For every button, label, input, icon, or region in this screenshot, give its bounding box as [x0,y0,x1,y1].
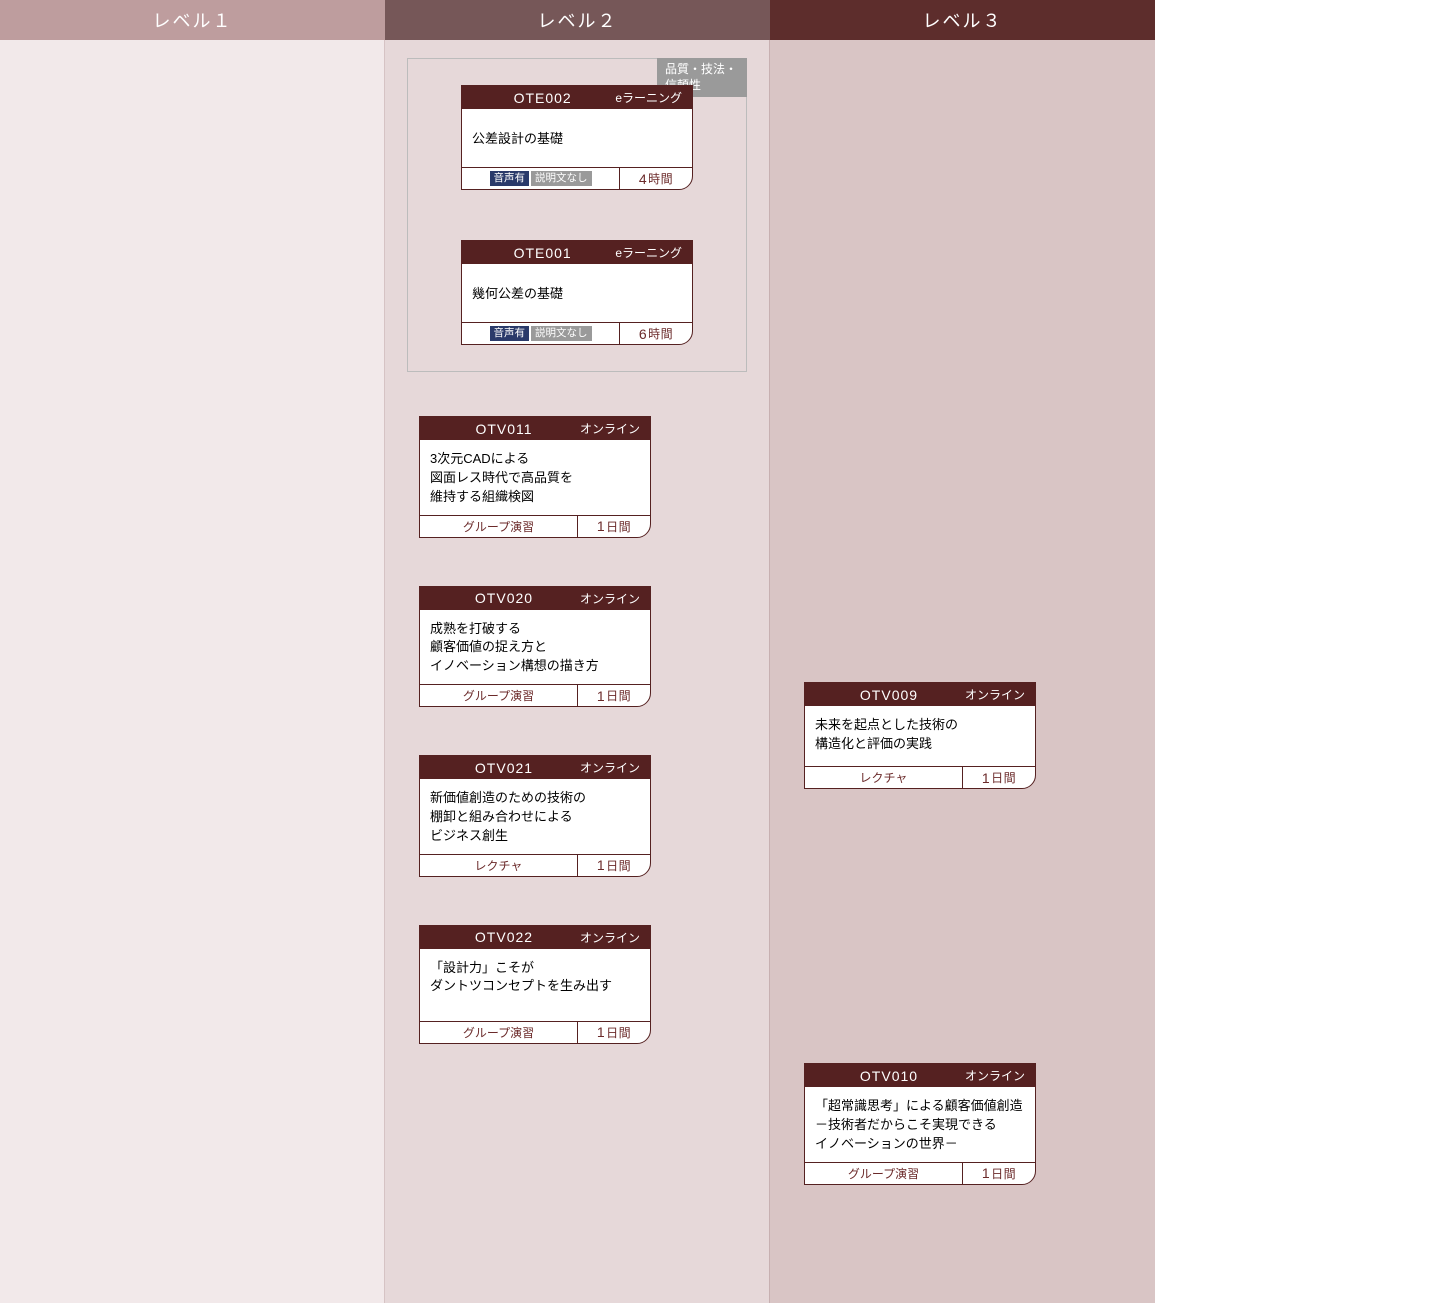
card-code: OTV020 [430,590,578,606]
card-footer: 音声有 説明文なし 6時間 [462,322,692,344]
card-type-badge: オンライン [963,686,1027,703]
card-title: 幾何公差の基礎 [462,264,692,322]
course-card-otv021[interactable]: OTV021 オンライン 新価値創造のための技術の棚卸と組み合わせによるビジネス… [419,755,651,877]
card-duration: 1日間 [578,685,650,706]
column-header-level-3: レベル３ [770,0,1155,40]
audio-badge: 音声有 [490,171,530,187]
card-title: 公差設計の基礎 [462,109,692,167]
course-card-otv020[interactable]: OTV020 オンライン 成熟を打破する顧客価値の捉え方とイノベーション構想の描… [419,586,651,708]
card-duration: 1日間 [578,1022,650,1043]
card-title: 成熟を打破する顧客価値の捉え方とイノベーション構想の描き方 [420,610,650,685]
column-body-level-1 [0,40,385,1303]
card-code: OTV021 [430,760,578,776]
category-box-quality: 品質・技法・信頼性 OTE002 eラーニング 公差設計の基礎 音声有 説明文な… [407,58,747,372]
card-title: 「設計力」こそがダントツコンセプトを生み出す [420,949,650,1021]
course-card-ote001[interactable]: OTE001 eラーニング 幾何公差の基礎 音声有 説明文なし 6時間 [461,240,693,345]
spacer [792,58,1133,682]
card-code: OTV011 [430,421,578,437]
card-type-badge: オンライン [578,929,642,946]
card-type-badge: オンライン [578,420,642,437]
card-code: OTV010 [815,1068,963,1084]
card-header: OTV011 オンライン [420,417,650,440]
card-title: 新価値創造のための技術の棚卸と組み合わせによるビジネス創生 [420,779,650,854]
card-header: OTV009 オンライン [805,683,1035,706]
audio-badge: 音声有 [490,326,530,342]
card-type-badge: オンライン [963,1067,1027,1084]
spacer [792,837,1133,1063]
course-card-otv022[interactable]: OTV022 オンライン 「設計力」こそがダントツコンセプトを生み出す グループ… [419,925,651,1044]
desc-badge: 説明文なし [531,171,592,187]
card-footer: レクチャ 1日間 [805,766,1035,788]
desc-badge: 説明文なし [531,326,592,342]
card-duration: 4時間 [620,168,692,189]
card-header: OTV021 オンライン [420,756,650,779]
course-card-ote002[interactable]: OTE002 eラーニング 公差設計の基礎 音声有 説明文なし 4時間 [461,85,693,190]
card-header: OTE002 eラーニング [462,86,692,109]
course-card-otv010[interactable]: OTV010 オンライン 「超常識思考」による顧客価値創造－技術者だからこそ実現… [804,1063,1036,1185]
card-duration: 1日間 [578,516,650,537]
column-level-3: レベル３ OTV009 オンライン 未来を起点とした技術の構造化と評価の実践 レ… [770,0,1155,1303]
column-header-level-1: レベル１ [0,0,385,40]
card-type-badge: オンライン [578,590,642,607]
card-style: グループ演習 [420,1022,578,1043]
card-footer: 音声有 説明文なし 4時間 [462,167,692,189]
card-code: OTV022 [430,929,578,945]
card-style: レクチャ [805,767,963,788]
card-header: OTE001 eラーニング [462,241,692,264]
card-duration: 1日間 [963,767,1035,788]
column-level-2: レベル２ 品質・技法・信頼性 OTE002 eラーニング 公差設計の基礎 音声有… [385,0,770,1303]
card-header: OTV022 オンライン [420,926,650,949]
card-title: 未来を起点とした技術の構造化と評価の実践 [805,706,1035,766]
card-header: OTV020 オンライン [420,587,650,610]
course-card-otv009[interactable]: OTV009 オンライン 未来を起点とした技術の構造化と評価の実践 レクチャ 1… [804,682,1036,789]
card-title: 3次元CADによる図面レス時代で高品質を維持する組織検図 [420,440,650,515]
card-footer: グループ演習 1日間 [420,684,650,706]
card-footer: グループ演習 1日間 [420,515,650,537]
card-duration: 1日間 [578,855,650,876]
card-code: OTV009 [815,687,963,703]
card-style: レクチャ [420,855,578,876]
card-footer-badges: 音声有 説明文なし [462,323,620,344]
card-footer-badges: 音声有 説明文なし [462,168,620,189]
level-columns: レベル１ レベル２ 品質・技法・信頼性 OTE002 eラーニング 公差設計の基… [0,0,1155,1303]
card-type-badge: eラーニング [613,89,684,106]
card-style: グループ演習 [420,685,578,706]
card-code: OTE002 [472,90,613,106]
card-duration: 1日間 [963,1163,1035,1184]
card-style: グループ演習 [805,1163,963,1184]
card-type-badge: eラーニング [613,244,684,261]
card-code: OTE001 [472,245,613,261]
column-level-1: レベル１ [0,0,385,1303]
card-type-badge: オンライン [578,759,642,776]
card-title: 「超常識思考」による顧客価値創造－技術者だからこそ実現できるイノベーションの世界… [805,1087,1035,1162]
column-body-level-3: OTV009 オンライン 未来を起点とした技術の構造化と評価の実践 レクチャ 1… [770,40,1155,1303]
course-card-otv011[interactable]: OTV011 オンライン 3次元CADによる図面レス時代で高品質を維持する組織検… [419,416,651,538]
card-footer: グループ演習 1日間 [805,1162,1035,1184]
column-header-level-2: レベル２ [385,0,770,40]
card-header: OTV010 オンライン [805,1064,1035,1087]
card-style: グループ演習 [420,516,578,537]
card-duration: 6時間 [620,323,692,344]
column-body-level-2: 品質・技法・信頼性 OTE002 eラーニング 公差設計の基礎 音声有 説明文な… [385,40,770,1303]
card-footer: グループ演習 1日間 [420,1021,650,1043]
card-footer: レクチャ 1日間 [420,854,650,876]
